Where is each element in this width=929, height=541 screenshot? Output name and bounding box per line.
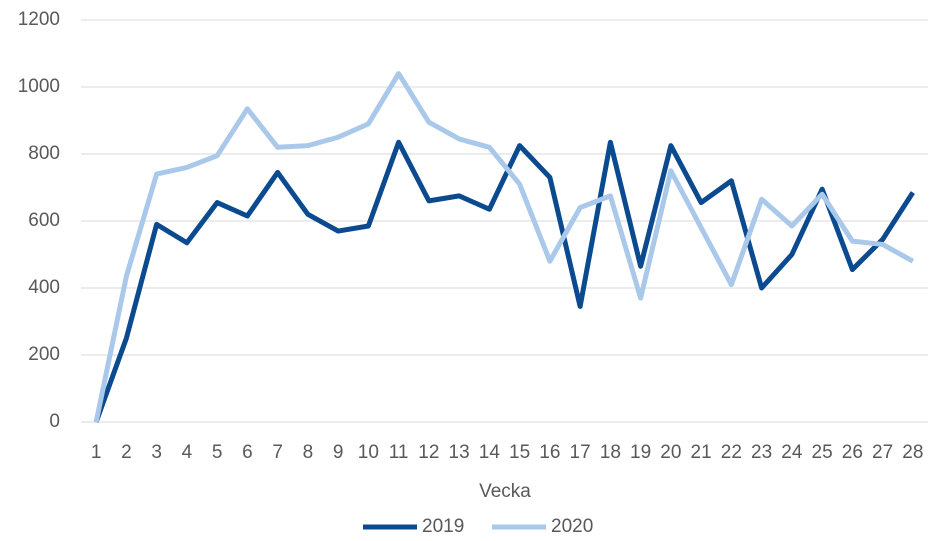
y-tick-label: 0 <box>49 411 60 432</box>
x-tick-label: 3 <box>151 442 162 463</box>
x-tick-label: 15 <box>509 442 530 463</box>
line-series <box>93 71 915 423</box>
line-series <box>93 139 915 423</box>
y-tick-label: 400 <box>28 277 60 298</box>
x-tick-label: 10 <box>358 442 379 463</box>
x-tick-label: 21 <box>691 442 712 463</box>
x-tick-label: 22 <box>721 442 742 463</box>
legend-label: 2020 <box>551 516 593 537</box>
x-tick-label: 6 <box>242 442 253 463</box>
x-tick-label: 8 <box>303 442 314 463</box>
x-tick-label: 23 <box>751 442 772 463</box>
x-axis-label: Vecka <box>479 481 531 502</box>
x-tick-label: 17 <box>570 442 591 463</box>
x-tick-label: 19 <box>630 442 651 463</box>
x-tick-label: 5 <box>212 442 223 463</box>
x-tick-label: 16 <box>539 442 560 463</box>
y-tick-label: 1200 <box>18 9 60 30</box>
x-tick-label: 13 <box>449 442 470 463</box>
x-tick-label: 20 <box>660 442 681 463</box>
x-tick-label: 27 <box>872 442 893 463</box>
y-tick-label: 800 <box>28 143 60 164</box>
x-tick-label: 4 <box>182 442 193 463</box>
x-tick-label: 18 <box>600 442 621 463</box>
x-tick-label: 1 <box>91 442 102 463</box>
legend-label: 2019 <box>422 516 464 537</box>
x-tick-label: 26 <box>842 442 863 463</box>
y-tick-label: 200 <box>28 344 60 365</box>
x-tick-label: 7 <box>272 442 283 463</box>
x-tick-label: 9 <box>333 442 344 463</box>
x-tick-label: 14 <box>479 442 501 463</box>
x-tick-label: 12 <box>418 442 439 463</box>
x-tick-label: 25 <box>812 442 833 463</box>
x-tick-label: 11 <box>389 442 409 463</box>
y-tick-label: 600 <box>28 210 60 231</box>
x-tick-label: 2 <box>121 442 132 463</box>
x-tick-label: 28 <box>902 442 923 463</box>
y-tick-label: 1000 <box>18 76 60 97</box>
x-tick-label: 24 <box>781 442 803 463</box>
